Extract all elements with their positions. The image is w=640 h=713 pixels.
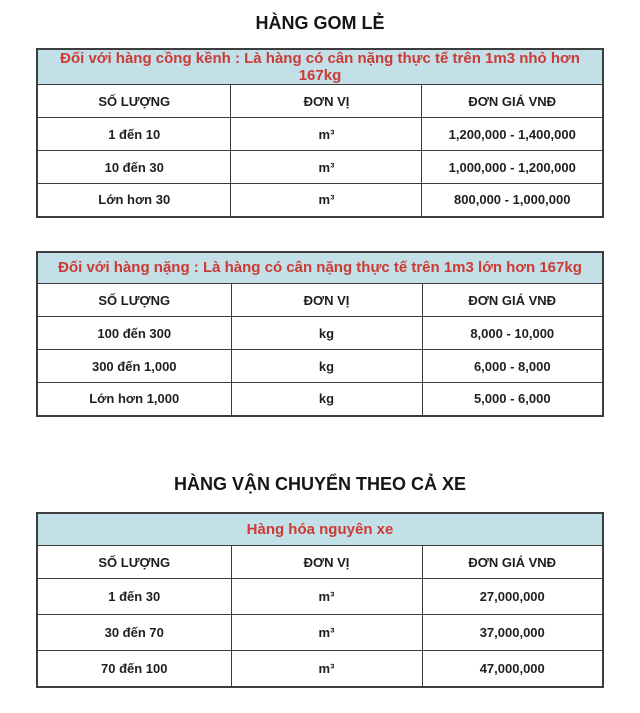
cell-price: 5,000 - 6,000 (421, 382, 604, 416)
cell-unit: m³ (230, 650, 423, 687)
col-header-quantity: SỐ LƯỢNG (36, 545, 232, 579)
cell-price: 800,000 - 1,000,000 (421, 183, 604, 217)
pricing-document: HÀNG GOM LẺ Đối với hàng cồng kềnh : Là … (35, 13, 604, 688)
cell-quantity: 100 đến 300 (36, 316, 232, 350)
cell-quantity: 70 đến 100 (36, 650, 232, 687)
table-row: 100 đến 300 kg 8,000 - 10,000 (36, 316, 604, 350)
col-header-unit: ĐƠN VỊ (230, 84, 423, 118)
cell-quantity: Lớn hơn 30 (36, 183, 232, 217)
table-row: 30 đến 70 m³ 37,000,000 (36, 614, 604, 651)
table-header-row: SỐ LƯỢNG ĐƠN VỊ ĐƠN GIÁ VNĐ (36, 283, 604, 317)
cell-quantity: 300 đến 1,000 (36, 349, 232, 383)
table-row: 70 đến 100 m³ 47,000,000 (36, 650, 604, 687)
table-heavy-goods: Đối với hàng nặng : Là hàng có cân nặng … (36, 250, 604, 417)
table-row: 1 đến 10 m³ 1,200,000 - 1,400,000 (36, 117, 604, 151)
section-title-consolidated-goods: HÀNG GOM LẺ (255, 13, 385, 33)
table-row: 300 đến 1,000 kg 6,000 - 8,000 (36, 349, 604, 383)
cell-quantity: 30 đến 70 (36, 614, 232, 651)
cell-unit: kg (230, 316, 423, 350)
table-header-row: SỐ LƯỢNG ĐƠN VỊ ĐƠN GIÁ VNĐ (36, 84, 604, 118)
section-title-full-truck: HÀNG VẬN CHUYỂN THEO CẢ XE (173, 473, 467, 494)
table-full-truck-goods: Hàng hóa nguyên xe SỐ LƯỢNG ĐƠN VỊ ĐƠN G… (36, 511, 604, 688)
table-header-row: SỐ LƯỢNG ĐƠN VỊ ĐƠN GIÁ VNĐ (36, 545, 604, 579)
cell-unit: m³ (230, 614, 423, 651)
col-header-quantity: SỐ LƯỢNG (36, 84, 232, 118)
col-header-quantity: SỐ LƯỢNG (36, 283, 232, 317)
col-header-unit: ĐƠN VỊ (230, 545, 423, 579)
col-header-unit-price: ĐƠN GIÁ VNĐ (421, 283, 604, 317)
col-header-unit-price: ĐƠN GIÁ VNĐ (421, 545, 604, 579)
cell-quantity: 10 đến 30 (36, 150, 232, 184)
cell-price: 1,200,000 - 1,400,000 (421, 117, 604, 151)
cell-quantity: 1 đến 30 (36, 578, 232, 615)
cell-quantity: 1 đến 10 (36, 117, 232, 151)
table-row: 10 đến 30 m³ 1,000,000 - 1,200,000 (36, 150, 604, 184)
table-row: Lớn hơn 1,000 kg 5,000 - 6,000 (36, 382, 604, 416)
table-caption: Đối với hàng cồng kềnh : Là hàng có cân … (36, 48, 604, 85)
cell-price: 8,000 - 10,000 (421, 316, 604, 350)
cell-price: 6,000 - 8,000 (421, 349, 604, 383)
col-header-unit: ĐƠN VỊ (230, 283, 423, 317)
table-caption-row: Đối với hàng nặng : Là hàng có cân nặng … (36, 251, 604, 284)
cell-price: 27,000,000 (421, 578, 604, 615)
cell-price: 1,000,000 - 1,200,000 (421, 150, 604, 184)
table-bulky-goods: Đối với hàng cồng kềnh : Là hàng có cân … (35, 48, 604, 218)
table-caption-row: Đối với hàng cồng kềnh : Là hàng có cân … (36, 48, 604, 85)
cell-unit: m³ (230, 578, 423, 615)
table-row: Lớn hơn 30 m³ 800,000 - 1,000,000 (36, 183, 604, 217)
cell-unit: kg (230, 382, 423, 416)
cell-price: 47,000,000 (421, 650, 604, 687)
cell-unit: kg (230, 349, 423, 383)
cell-price: 37,000,000 (421, 614, 604, 651)
cell-unit: m³ (230, 150, 423, 184)
table-caption: Hàng hóa nguyên xe (36, 512, 604, 546)
cell-quantity: Lớn hơn 1,000 (36, 382, 232, 416)
cell-unit: m³ (230, 183, 423, 217)
col-header-unit-price: ĐƠN GIÁ VNĐ (421, 84, 604, 118)
table-row: 1 đến 30 m³ 27,000,000 (36, 578, 604, 615)
cell-unit: m³ (230, 117, 423, 151)
table-caption-row: Hàng hóa nguyên xe (36, 512, 604, 546)
table-caption: Đối với hàng nặng : Là hàng có cân nặng … (36, 251, 604, 284)
